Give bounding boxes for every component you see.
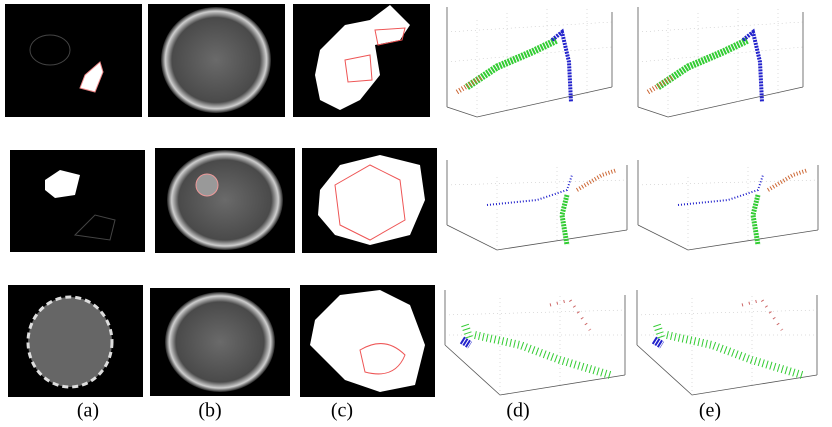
- scatter-plot: [447, 7, 612, 117]
- scatter-plot: [638, 7, 803, 117]
- contour: [344, 27, 406, 83]
- caption: (e): [699, 400, 721, 422]
- mri-slice: [167, 150, 283, 250]
- mri-slice: [165, 292, 275, 392]
- blob: [315, 5, 410, 110]
- caption: (d): [506, 400, 529, 422]
- caption: (a): [77, 400, 99, 422]
- scatter-plot: [445, 290, 625, 395]
- contour: [73, 214, 116, 241]
- contour: [29, 34, 71, 66]
- blob: [310, 290, 425, 392]
- scatter-plot: [447, 160, 627, 250]
- lesion: [195, 173, 219, 197]
- blob: [45, 170, 80, 198]
- contour: [334, 164, 406, 241]
- scatter-plot: [638, 160, 818, 250]
- scatter-plot: [637, 290, 817, 395]
- caption: (c): [331, 400, 353, 422]
- image-panel: [5, 4, 142, 117]
- mri-slice: [161, 7, 271, 113]
- contour: [359, 343, 406, 375]
- blob: [79, 61, 104, 93]
- image-panel: [10, 150, 145, 252]
- brain-texture: [26, 295, 114, 389]
- caption: (b): [198, 400, 221, 422]
- blob: [318, 155, 425, 245]
